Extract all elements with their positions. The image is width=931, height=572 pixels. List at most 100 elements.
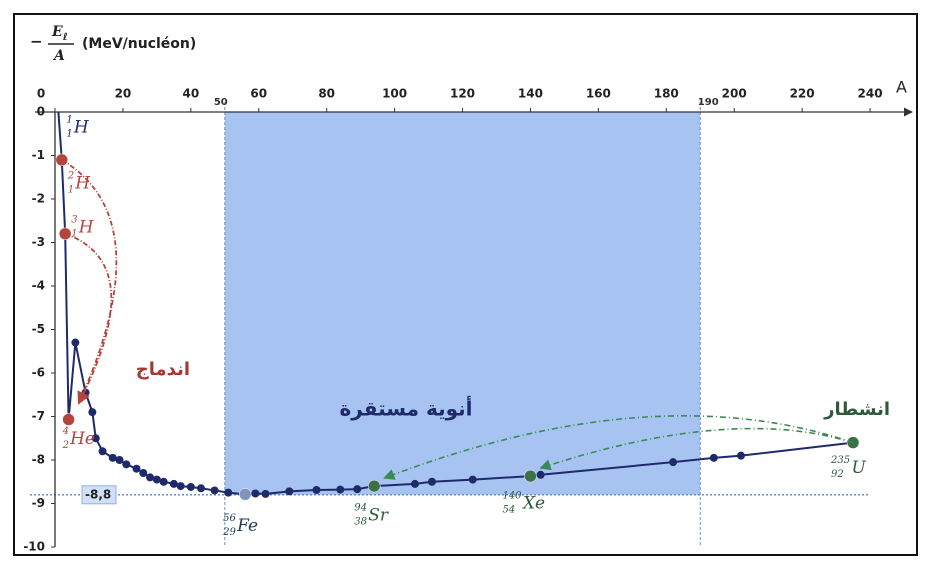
data-point — [197, 484, 206, 493]
nuclide-z: 38 — [354, 517, 367, 528]
nuclide-symbol: H — [73, 118, 90, 138]
y-label-sign: − — [30, 33, 43, 51]
data-point — [336, 485, 345, 494]
x-tick-label: 40 — [182, 87, 199, 101]
x-tick-label: 100 — [382, 87, 407, 101]
data-point — [159, 477, 168, 486]
nuclide-label: 4 2 He — [62, 426, 95, 451]
x-tick-label: 220 — [790, 87, 815, 101]
nuclide-symbol: Sr — [368, 506, 389, 526]
nuclide-mass: 1 — [66, 115, 72, 126]
stable-region — [224, 112, 701, 495]
y-tick-label: -8 — [32, 453, 45, 467]
fusion-arrow — [61, 159, 118, 405]
nuclide-z: 29 — [222, 527, 236, 538]
nuclide-z: 92 — [831, 469, 844, 480]
y-tick-label: -1 — [32, 148, 45, 162]
x-tick-label: 80 — [318, 87, 335, 101]
data-point — [285, 487, 294, 496]
data-point — [251, 489, 260, 498]
data-point — [210, 486, 219, 495]
y-tick-label: -2 — [32, 192, 45, 206]
data-point — [224, 488, 233, 497]
nuclide-z: 54 — [502, 505, 515, 516]
x-tick-label: 140 — [518, 87, 543, 101]
nuclide-mass: 235 — [830, 455, 850, 466]
nuclide-symbol: He — [69, 429, 95, 449]
x-tick-label: 180 — [654, 87, 679, 101]
y-tick-label: -9 — [32, 496, 45, 510]
data-point — [468, 475, 477, 484]
data-point — [71, 338, 80, 347]
reference-label-box — [81, 485, 117, 505]
data-point — [669, 458, 678, 467]
data-point — [536, 470, 545, 479]
nuclide-symbol: U — [852, 458, 867, 478]
stable-region-label: أنوية مستقرة — [339, 394, 472, 420]
data-point — [146, 473, 155, 482]
nuclide-symbol: Xe — [521, 494, 545, 514]
data-point — [108, 453, 117, 462]
nuclide-symbol: H — [74, 173, 91, 193]
data-line — [57, 111, 854, 496]
y-axis-label: − E ℓ A (MeV/nucléon) — [30, 24, 196, 64]
nuclide-label: 140 54 Xe — [502, 491, 545, 516]
region-boundary-label: 50 — [214, 97, 228, 108]
y-label-denominator: A — [52, 48, 65, 64]
nuclide-label: 56 29 Fe — [222, 513, 258, 538]
data-point — [736, 451, 745, 460]
x-tick-label: 160 — [586, 87, 611, 101]
y-tick-label: -5 — [32, 322, 45, 336]
nuclide-symbol: H — [78, 217, 95, 237]
data-point — [152, 475, 161, 484]
nuclide-point — [62, 413, 75, 426]
y-tick-label: -4 — [32, 279, 45, 293]
reference-label: -8,8 — [85, 487, 111, 501]
data-point — [169, 479, 178, 488]
fusion-label: اندماج — [136, 359, 190, 380]
fission-label: انشطار — [823, 399, 890, 420]
x-tick-label: 60 — [250, 87, 267, 101]
x-tick-label: 120 — [450, 87, 475, 101]
y-label-unit: (MeV/nucléon) — [82, 36, 196, 52]
data-point — [139, 469, 148, 478]
x-tick-label: 20 — [115, 87, 132, 101]
nuclide-point — [238, 488, 252, 501]
nuclide-symbol: Fe — [236, 516, 258, 536]
y-label-numerator: E — [51, 24, 63, 40]
data-point — [312, 486, 321, 495]
x-tick-label: 0 — [37, 87, 45, 101]
x-tick-label: 200 — [722, 87, 747, 101]
nuclide-mass: 94 — [354, 503, 367, 514]
x-axis-label: A — [896, 78, 907, 97]
nuclide-mass: 140 — [502, 491, 522, 502]
nuclide-label: 235 92 U — [830, 455, 867, 480]
nuclide-mass: 4 — [62, 426, 69, 437]
nuclide-mass: 3 — [71, 214, 77, 225]
nuclide-label: 94 38 Sr — [354, 503, 389, 528]
nuclide-mass: 56 — [223, 513, 236, 524]
data-point — [132, 464, 141, 473]
data-point — [709, 453, 718, 462]
fusion-arrow — [64, 232, 113, 405]
y-tick-label: -3 — [32, 235, 45, 249]
data-point — [115, 456, 124, 464]
nuclide-z: 1 — [71, 228, 77, 239]
nuclide-label: 2 1 H — [67, 170, 92, 195]
data-point — [353, 485, 362, 494]
y-tick-label: -6 — [32, 366, 45, 380]
y-tick-label: 0 — [37, 105, 45, 119]
data-point — [98, 447, 107, 456]
data-point — [176, 482, 185, 491]
data-point — [186, 482, 195, 491]
x-tick-label: 240 — [858, 87, 883, 101]
y-label-sub: ℓ — [62, 32, 68, 43]
nuclide-mass: 2 — [67, 170, 74, 181]
data-point — [410, 479, 419, 488]
data-point — [122, 460, 131, 469]
nuclide-z: 2 — [62, 440, 69, 451]
data-point — [91, 434, 100, 443]
nuclide-z: 1 — [68, 184, 74, 195]
nuclide-point — [524, 469, 537, 483]
